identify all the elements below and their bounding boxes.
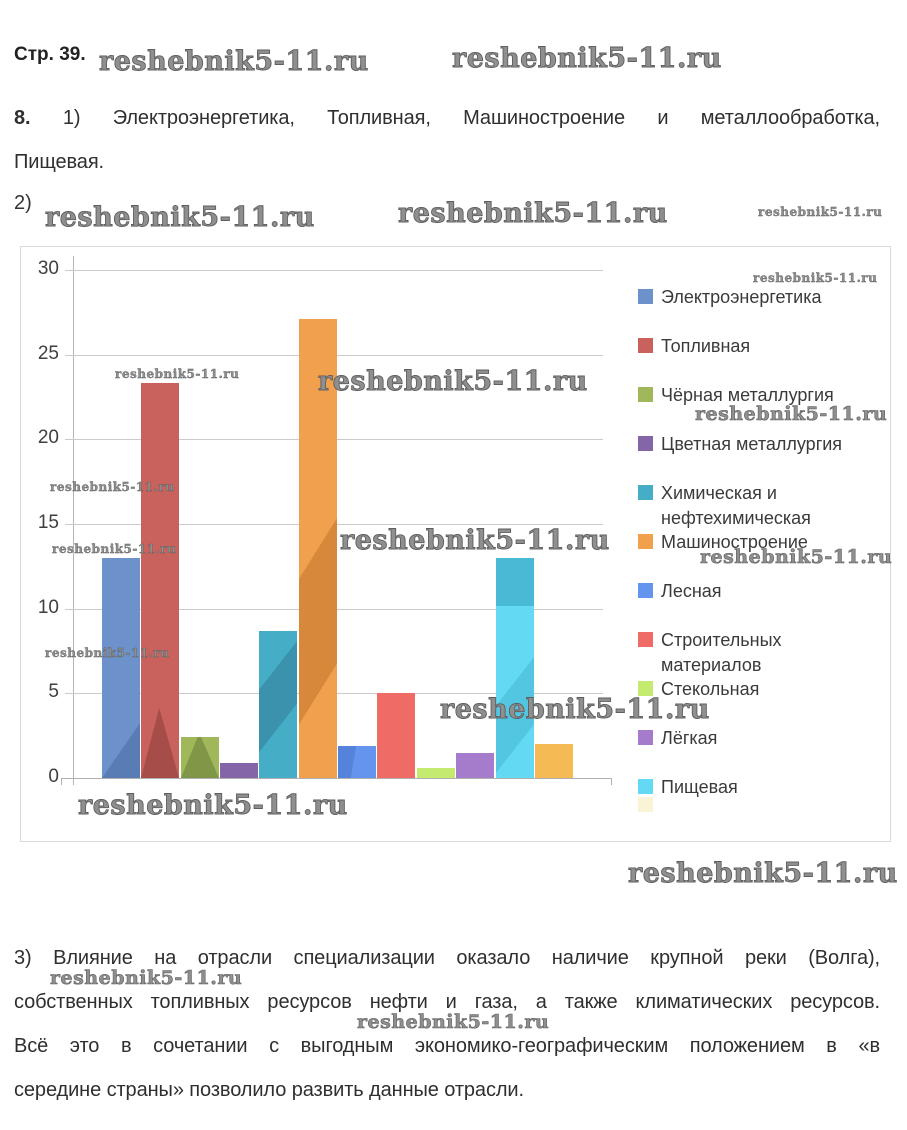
- legend-label: Лесная: [661, 581, 722, 601]
- legend-label: Электроэнергетика: [661, 287, 822, 307]
- chart-bar-6: [299, 319, 337, 778]
- watermark: reshebnik5-11.ru: [318, 366, 588, 398]
- watermark: reshebnik5-11.ru: [758, 205, 883, 219]
- legend-swatch: [638, 534, 653, 549]
- y-axis-tick-label: 10: [37, 597, 59, 618]
- legend-label: Строительных материалов: [661, 630, 782, 675]
- watermark: reshebnik5-11.ru: [340, 525, 610, 557]
- legend-label: Стекольная: [661, 679, 760, 699]
- legend-label: Лёгкая: [661, 728, 718, 748]
- chart-bar-8: [377, 693, 415, 778]
- gridline-30: [65, 270, 603, 271]
- watermark: reshebnik5-11.ru: [753, 271, 878, 285]
- watermark: reshebnik5-11.ru: [52, 542, 177, 556]
- chart-bar-5: [259, 631, 297, 778]
- gridline-0: [61, 778, 611, 779]
- watermark: reshebnik5-11.ru: [45, 202, 315, 234]
- y-axis-tick-label: 25: [37, 343, 59, 364]
- y-axis-tick-label: 5: [48, 681, 59, 702]
- section-3-line-2: собственных топливных ресурсов нефти и г…: [14, 991, 880, 1013]
- legend-swatch: [638, 779, 653, 794]
- legend-label: Пищевая: [661, 777, 738, 797]
- y-axis-tick-label: 0: [48, 766, 59, 787]
- legend-swatch: [638, 436, 653, 451]
- chart: 0 5 10 15 20 25 30 Электроэнергетика Топливная Ч…: [20, 246, 891, 842]
- chart-bar-10: [456, 753, 494, 778]
- watermark: reshebnik5-11.ru: [700, 546, 893, 569]
- y-axis-tick-label: 30: [37, 258, 59, 279]
- legend-swatch: [638, 338, 653, 353]
- watermark: reshebnik5-11.ru: [50, 480, 175, 494]
- legend-label: Чёрная металлургия: [661, 385, 834, 405]
- section-3-line-1: 3) Влияние на отрасли специализации оказ…: [14, 947, 880, 969]
- legend-swatch: [638, 730, 653, 745]
- watermark: reshebnik5-11.ru: [99, 46, 369, 78]
- legend-swatch: [638, 387, 653, 402]
- legend-swatch: [638, 632, 653, 647]
- section-3-line-3: Всё это в сочетании с выгодным экономико…: [14, 1035, 880, 1057]
- legend-label: Химическая и нефтехимическая: [661, 483, 811, 528]
- chart-bar-7: [338, 746, 376, 778]
- watermark: reshebnik5-11.ru: [78, 790, 348, 822]
- chart-bar-2: [141, 383, 179, 778]
- watermark: reshebnik5-11.ru: [398, 198, 668, 230]
- legend-swatch: [638, 583, 653, 598]
- legend-swatch: [638, 797, 653, 812]
- y-axis-tick-label: 15: [37, 512, 59, 533]
- legend-swatch: [638, 289, 653, 304]
- watermark: reshebnik5-11.ru: [628, 858, 898, 890]
- x-axis-right-tick: [611, 778, 612, 785]
- problem-8-line-2: Пищевая.: [14, 151, 105, 173]
- watermark: reshebnik5-11.ru: [452, 43, 722, 75]
- problem-8-line-1: 8. 1) Электроэнергетика, Топливная, Маши…: [14, 107, 880, 129]
- y-axis: [73, 256, 74, 785]
- watermark: reshebnik5-11.ru: [115, 367, 240, 381]
- page-title: Стр. 39.: [14, 44, 86, 65]
- y-axis-tick-label: 20: [37, 427, 59, 448]
- problem-number: 8.: [14, 107, 31, 129]
- section-3-paragraph: 3) Влияние на отрасли специализации оказ…: [14, 936, 880, 1112]
- watermark: reshebnik5-11.ru: [45, 646, 170, 660]
- watermark: reshebnik5-11.ru: [357, 1011, 550, 1034]
- legend-label: Цветная металлургия: [661, 434, 843, 454]
- chart-bar-9: [417, 768, 455, 778]
- section-2-label: 2): [14, 192, 32, 214]
- chart-bar-12: [535, 744, 573, 778]
- chart-bar-11: [496, 558, 534, 778]
- legend-label: Топливная: [661, 336, 751, 356]
- legend-swatch: [638, 681, 653, 696]
- chart-bar-4: [220, 763, 258, 778]
- x-axis-left-tick: [61, 778, 62, 785]
- watermark: reshebnik5-11.ru: [440, 694, 710, 726]
- watermark: reshebnik5-11.ru: [50, 967, 243, 990]
- problem-8-paragraph: 8. 1) Электроэнергетика, Топливная, Маши…: [14, 96, 880, 184]
- legend-swatch: [638, 485, 653, 500]
- section-3-line-4: середине страны» позволило развить данны…: [14, 1079, 524, 1101]
- legend-label: Машиностроение: [661, 532, 808, 552]
- chart-bar-1: [102, 558, 140, 778]
- chart-bar-3: [181, 737, 219, 778]
- watermark: reshebnik5-11.ru: [695, 403, 888, 426]
